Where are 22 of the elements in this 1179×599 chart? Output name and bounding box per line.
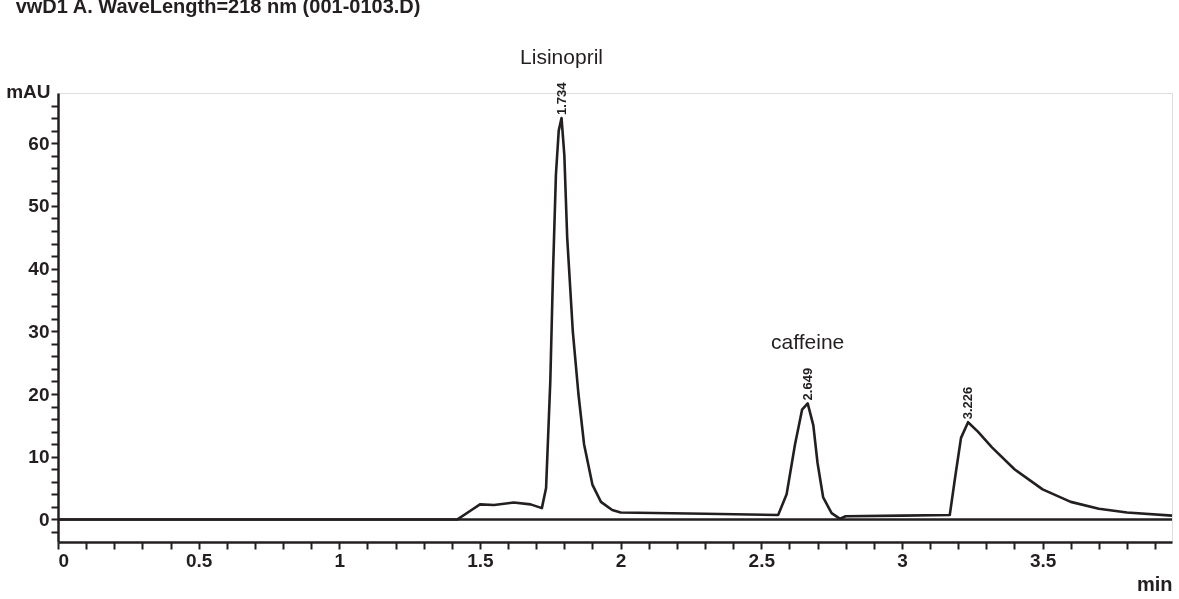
x-tick-label: 2.5 bbox=[748, 549, 776, 571]
x-tick-label: 0 bbox=[58, 549, 70, 571]
x-tick-label: 0.5 bbox=[185, 549, 213, 571]
x-tick-label: 1.5 bbox=[467, 549, 495, 571]
x-tick-label: 3.5 bbox=[1029, 549, 1057, 571]
y-tick-label: 40 bbox=[28, 258, 50, 280]
y-tick-label: 30 bbox=[28, 320, 50, 342]
y-tick-label: 60 bbox=[28, 132, 50, 154]
x-tick-label: 3 bbox=[897, 549, 908, 571]
annotation: caffeine bbox=[771, 330, 845, 354]
x-axis-title: min bbox=[1136, 572, 1173, 595]
y-axis-title: mAU bbox=[6, 80, 51, 102]
y-tick-label: 50 bbox=[28, 195, 50, 217]
annotation: 1.734 bbox=[553, 81, 569, 116]
y-tick-label: 10 bbox=[28, 446, 50, 468]
text: Lisinopril bbox=[520, 45, 603, 69]
x-tick-label: 1 bbox=[334, 549, 346, 571]
annotation: 2.649 bbox=[799, 367, 815, 401]
y-tick-label: 20 bbox=[28, 383, 50, 405]
annotation: 3.226 bbox=[960, 386, 976, 420]
y-tick-label: 0 bbox=[38, 508, 50, 530]
x-tick-label: 2 bbox=[615, 549, 627, 571]
